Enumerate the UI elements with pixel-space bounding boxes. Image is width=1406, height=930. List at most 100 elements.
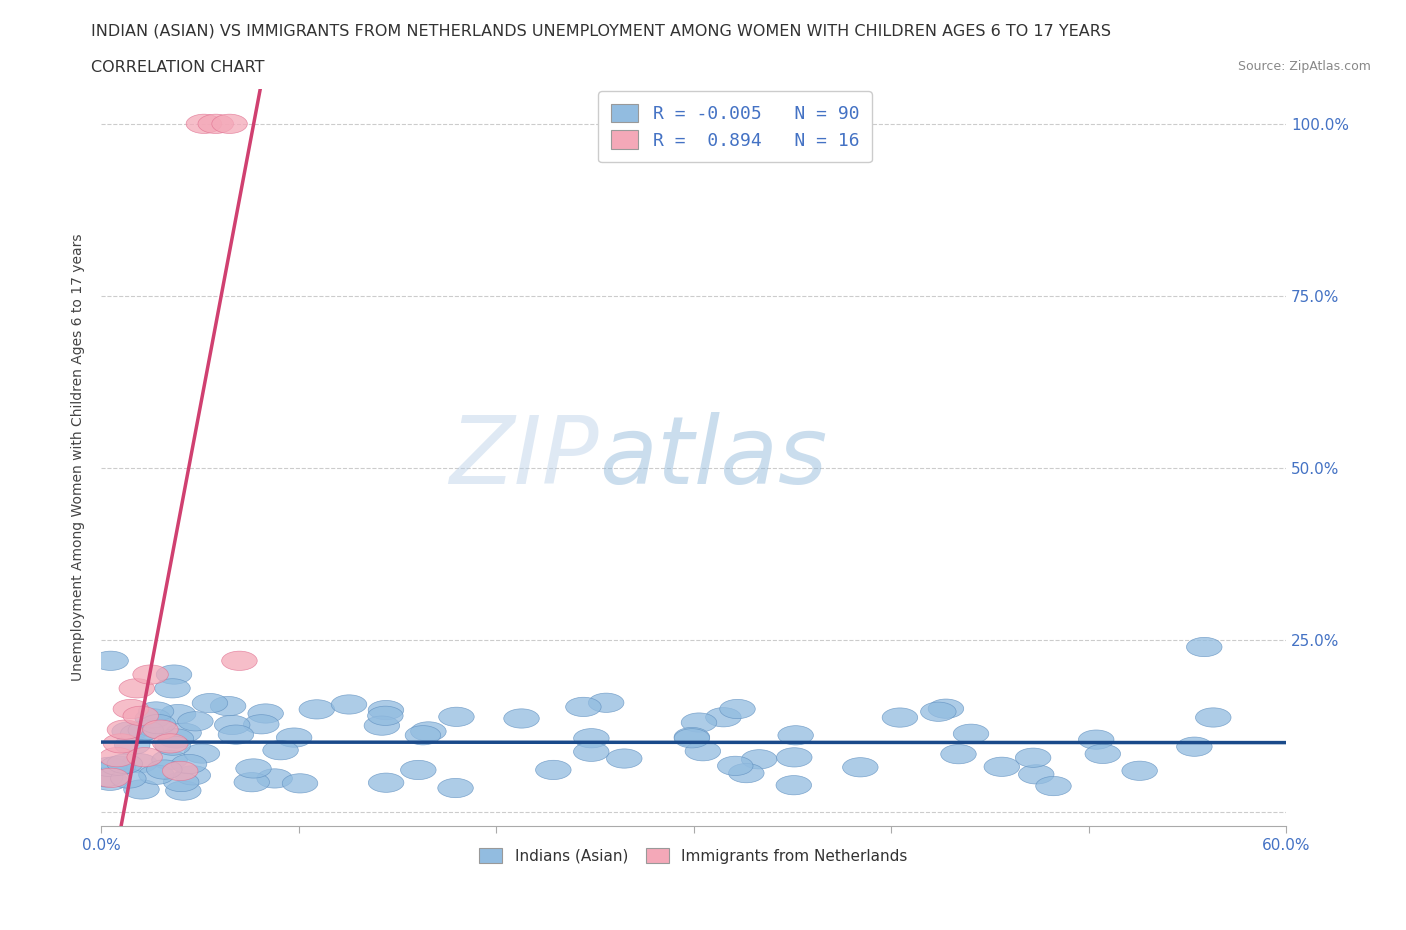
Ellipse shape bbox=[193, 694, 228, 712]
Ellipse shape bbox=[218, 725, 253, 744]
Ellipse shape bbox=[953, 724, 988, 743]
Ellipse shape bbox=[941, 745, 976, 764]
Ellipse shape bbox=[364, 716, 399, 736]
Ellipse shape bbox=[368, 773, 404, 792]
Ellipse shape bbox=[215, 715, 250, 735]
Ellipse shape bbox=[277, 728, 312, 747]
Ellipse shape bbox=[128, 721, 163, 740]
Ellipse shape bbox=[114, 736, 150, 754]
Ellipse shape bbox=[186, 114, 222, 134]
Ellipse shape bbox=[122, 753, 157, 773]
Ellipse shape bbox=[1177, 737, 1212, 756]
Ellipse shape bbox=[921, 702, 956, 722]
Ellipse shape bbox=[411, 722, 446, 741]
Ellipse shape bbox=[741, 750, 778, 769]
Ellipse shape bbox=[437, 778, 474, 798]
Ellipse shape bbox=[138, 718, 173, 737]
Ellipse shape bbox=[1018, 764, 1054, 784]
Ellipse shape bbox=[127, 748, 163, 767]
Ellipse shape bbox=[439, 707, 474, 726]
Ellipse shape bbox=[776, 748, 813, 767]
Ellipse shape bbox=[107, 720, 142, 739]
Ellipse shape bbox=[107, 754, 142, 774]
Ellipse shape bbox=[673, 727, 710, 747]
Ellipse shape bbox=[93, 771, 128, 790]
Ellipse shape bbox=[1195, 708, 1232, 727]
Ellipse shape bbox=[122, 706, 159, 725]
Ellipse shape bbox=[236, 759, 271, 778]
Ellipse shape bbox=[91, 757, 127, 777]
Ellipse shape bbox=[93, 651, 128, 671]
Ellipse shape bbox=[112, 699, 149, 719]
Ellipse shape bbox=[536, 761, 571, 779]
Ellipse shape bbox=[100, 756, 136, 776]
Ellipse shape bbox=[163, 773, 198, 791]
Ellipse shape bbox=[673, 728, 710, 748]
Text: CORRELATION CHART: CORRELATION CHART bbox=[91, 60, 264, 75]
Ellipse shape bbox=[1122, 761, 1157, 780]
Ellipse shape bbox=[93, 768, 129, 788]
Ellipse shape bbox=[87, 767, 122, 787]
Ellipse shape bbox=[103, 734, 139, 753]
Ellipse shape bbox=[776, 776, 811, 795]
Ellipse shape bbox=[139, 765, 174, 784]
Ellipse shape bbox=[135, 709, 170, 728]
Text: INDIAN (ASIAN) VS IMMIGRANTS FROM NETHERLANDS UNEMPLOYMENT AMONG WOMEN WITH CHIL: INDIAN (ASIAN) VS IMMIGRANTS FROM NETHER… bbox=[91, 23, 1111, 38]
Ellipse shape bbox=[166, 781, 201, 801]
Ellipse shape bbox=[142, 720, 179, 739]
Ellipse shape bbox=[1015, 748, 1050, 767]
Ellipse shape bbox=[574, 728, 609, 748]
Ellipse shape bbox=[706, 708, 741, 727]
Ellipse shape bbox=[153, 734, 188, 753]
Ellipse shape bbox=[984, 757, 1019, 777]
Ellipse shape bbox=[121, 724, 156, 743]
Ellipse shape bbox=[778, 725, 814, 745]
Ellipse shape bbox=[233, 773, 270, 791]
Ellipse shape bbox=[401, 761, 436, 779]
Ellipse shape bbox=[720, 699, 755, 719]
Ellipse shape bbox=[299, 699, 335, 719]
Ellipse shape bbox=[160, 704, 195, 724]
Ellipse shape bbox=[176, 765, 211, 785]
Ellipse shape bbox=[247, 704, 284, 724]
Ellipse shape bbox=[166, 724, 201, 742]
Text: ZIP: ZIP bbox=[449, 412, 599, 503]
Ellipse shape bbox=[155, 679, 190, 698]
Ellipse shape bbox=[212, 114, 247, 134]
Ellipse shape bbox=[152, 751, 187, 769]
Ellipse shape bbox=[132, 665, 169, 684]
Ellipse shape bbox=[177, 711, 214, 731]
Ellipse shape bbox=[124, 780, 159, 799]
Ellipse shape bbox=[928, 699, 963, 718]
Ellipse shape bbox=[368, 700, 404, 720]
Ellipse shape bbox=[565, 698, 602, 716]
Ellipse shape bbox=[141, 714, 176, 734]
Ellipse shape bbox=[157, 729, 194, 748]
Ellipse shape bbox=[682, 713, 717, 732]
Ellipse shape bbox=[606, 749, 643, 768]
Text: atlas: atlas bbox=[599, 412, 827, 503]
Ellipse shape bbox=[503, 709, 540, 728]
Ellipse shape bbox=[332, 695, 367, 714]
Ellipse shape bbox=[728, 764, 763, 783]
Ellipse shape bbox=[1187, 637, 1222, 657]
Ellipse shape bbox=[685, 741, 721, 761]
Text: Source: ZipAtlas.com: Source: ZipAtlas.com bbox=[1237, 60, 1371, 73]
Ellipse shape bbox=[112, 722, 148, 741]
Ellipse shape bbox=[882, 708, 918, 727]
Ellipse shape bbox=[574, 742, 609, 762]
Ellipse shape bbox=[198, 114, 233, 134]
Ellipse shape bbox=[1036, 777, 1071, 796]
Ellipse shape bbox=[405, 725, 440, 745]
Legend: Indians (Asian), Immigrants from Netherlands: Indians (Asian), Immigrants from Netherl… bbox=[474, 842, 914, 870]
Ellipse shape bbox=[211, 697, 246, 716]
Ellipse shape bbox=[1085, 744, 1121, 764]
Ellipse shape bbox=[111, 769, 146, 789]
Ellipse shape bbox=[367, 706, 404, 725]
Ellipse shape bbox=[283, 774, 318, 793]
Ellipse shape bbox=[138, 702, 174, 721]
Ellipse shape bbox=[243, 714, 278, 734]
Ellipse shape bbox=[222, 651, 257, 671]
Ellipse shape bbox=[163, 762, 198, 780]
Ellipse shape bbox=[1078, 730, 1114, 750]
